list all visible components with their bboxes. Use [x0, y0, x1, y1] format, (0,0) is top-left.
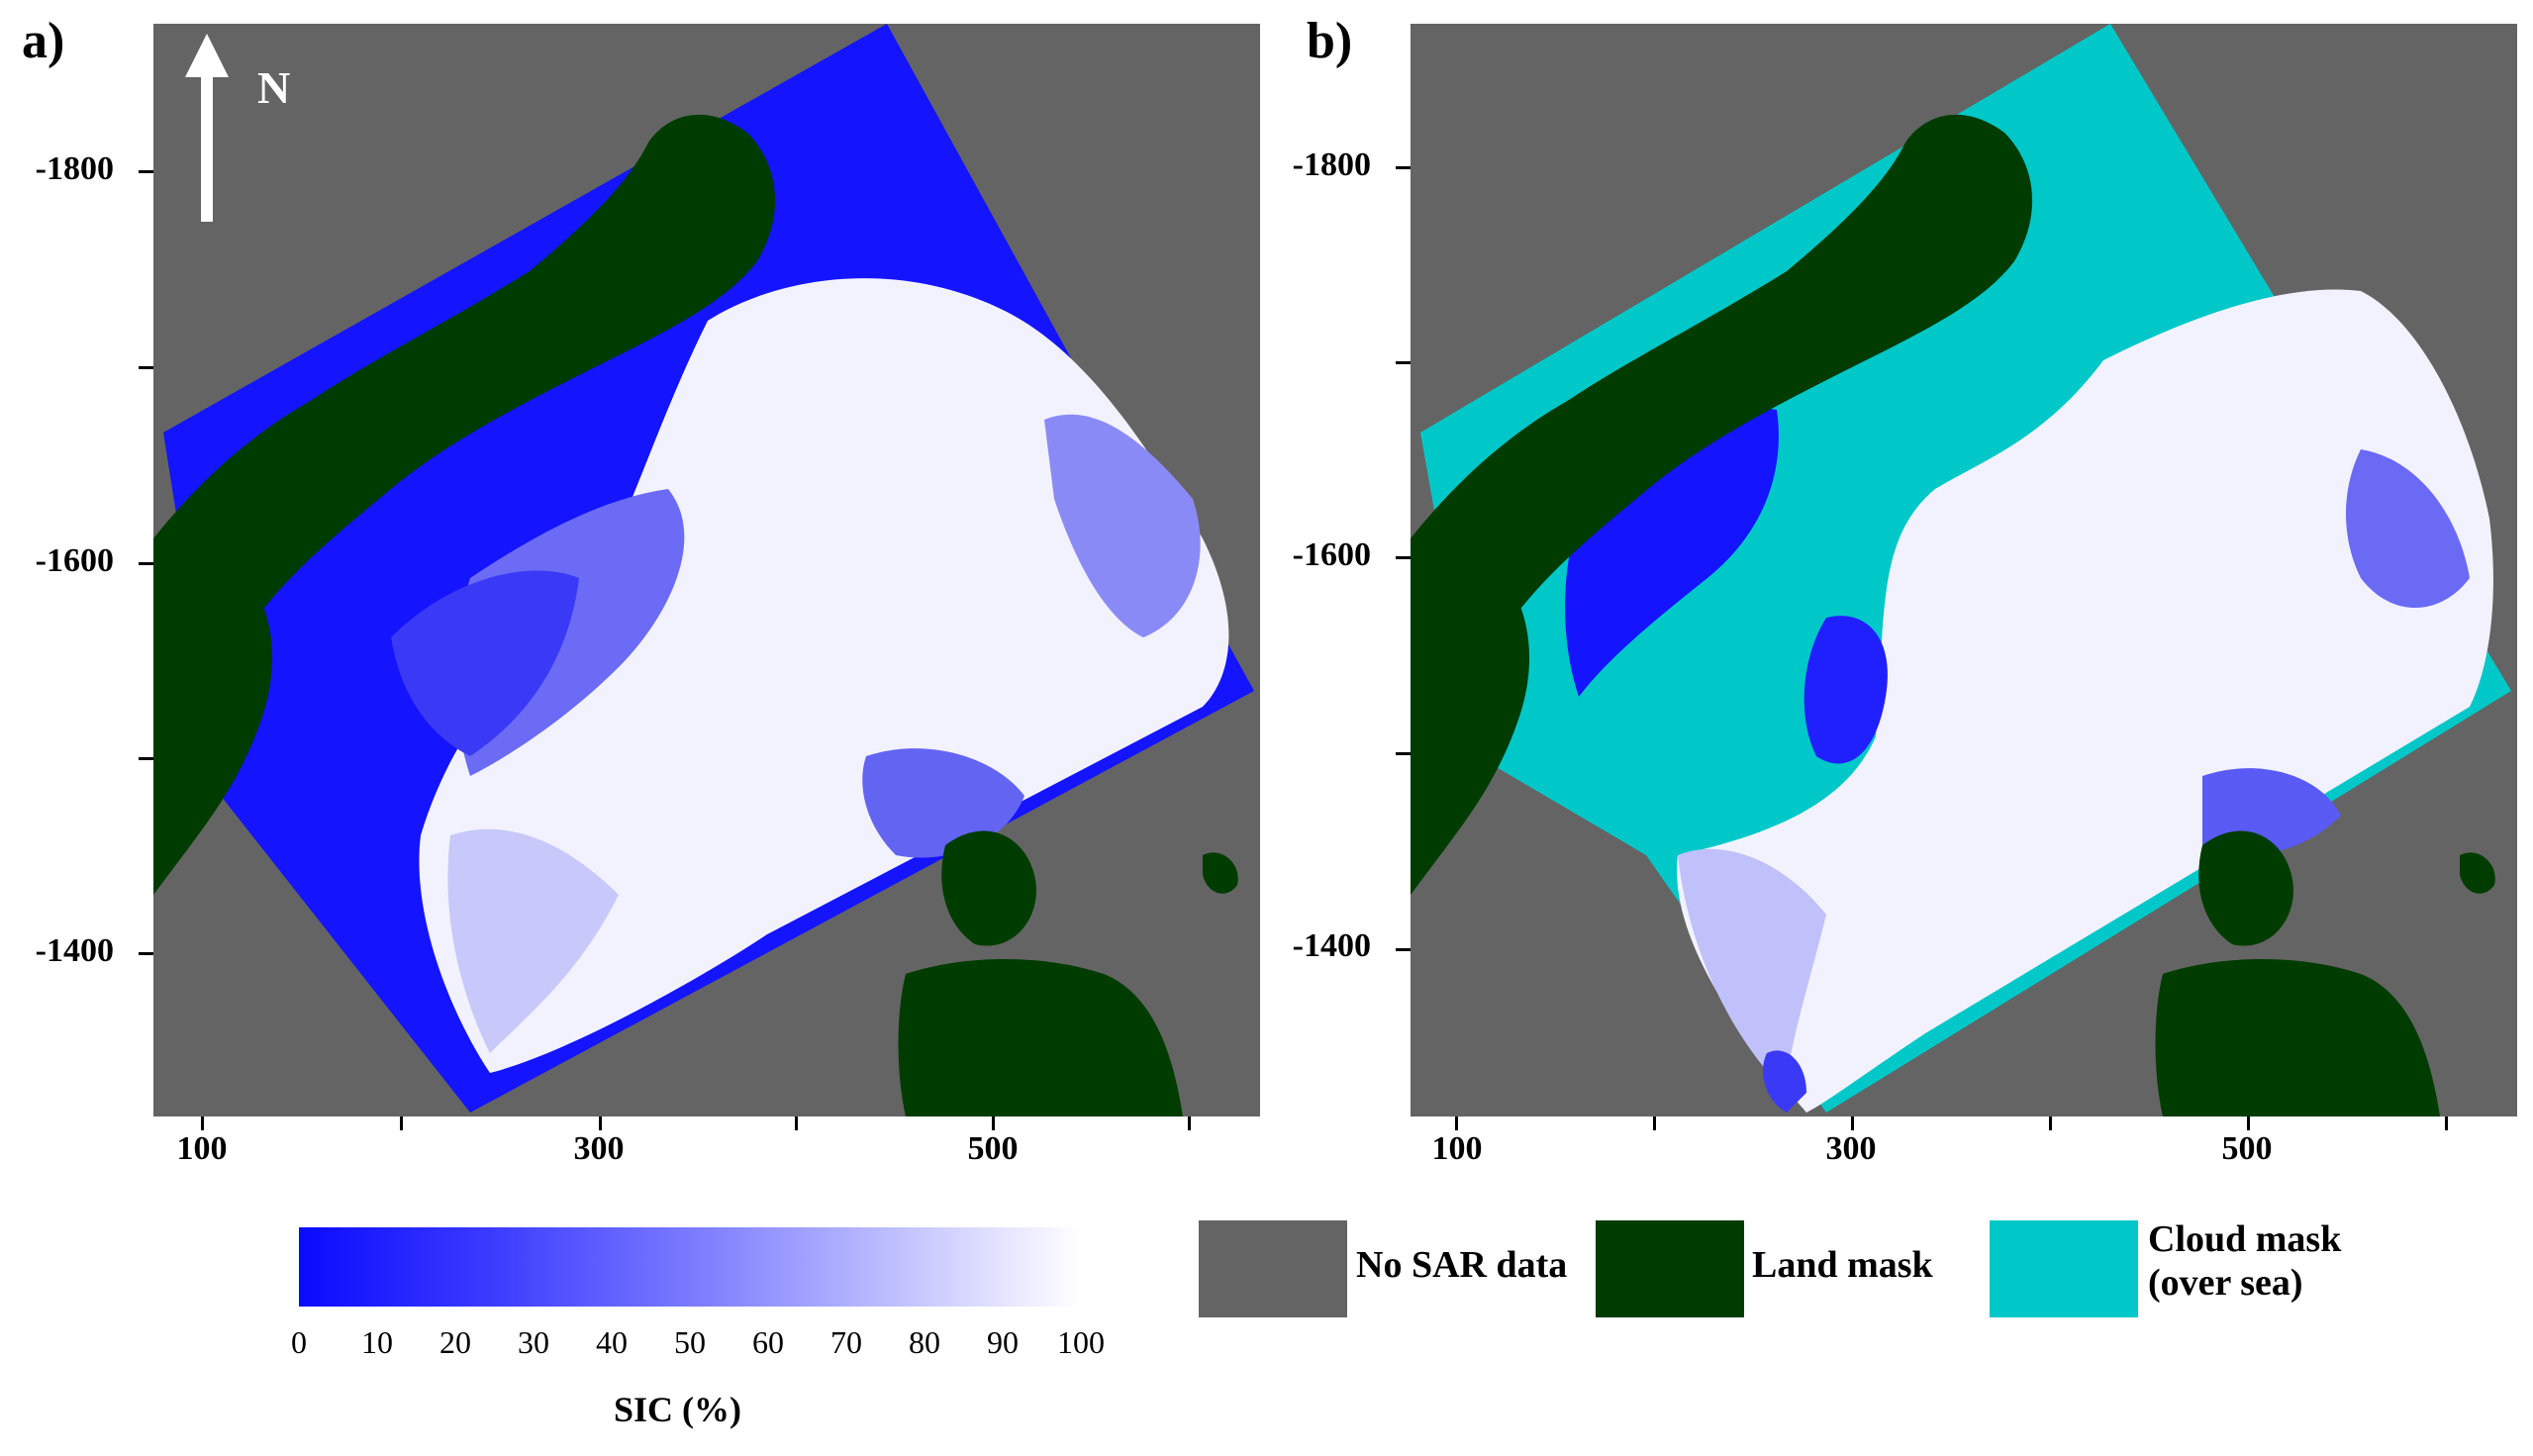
legend-swatch-cloud — [1990, 1220, 2138, 1317]
legend-label-no-data: No SAR data — [1356, 1243, 1567, 1287]
colorbar-tick: 20 — [421, 1324, 490, 1361]
legend-label-cloud-line1: Cloud mask — [2148, 1217, 2341, 1261]
tick-mark — [992, 1116, 995, 1130]
colorbar-tick: 90 — [968, 1324, 1037, 1361]
tick-mark — [201, 1116, 204, 1130]
land-island-southeast — [941, 831, 1036, 946]
colorbar-tick: 0 — [264, 1324, 334, 1361]
panel-a-label: a) — [22, 12, 64, 70]
panel-b-xtick: 300 — [1792, 1130, 1910, 1168]
colorbar-gradient — [299, 1227, 1081, 1307]
land-southeast-large — [2156, 959, 2441, 1116]
tick-mark — [2049, 1116, 2052, 1130]
land-mainland-west — [153, 558, 272, 895]
legend-label-cloud: Cloud mask (over sea) — [2148, 1217, 2341, 1305]
land-southeast-large — [899, 959, 1184, 1116]
tick-mark — [1188, 1116, 1191, 1130]
north-arrow-icon — [185, 34, 229, 77]
tick-mark — [1653, 1116, 1656, 1130]
tick-mark — [795, 1116, 798, 1130]
tick-mark — [1396, 361, 1411, 364]
tick-mark — [400, 1116, 403, 1130]
tick-mark — [139, 366, 153, 369]
colorbar-tick: 60 — [733, 1324, 803, 1361]
tick-mark — [139, 952, 153, 955]
tick-mark — [599, 1116, 602, 1130]
land-small-east — [2460, 852, 2495, 893]
tick-mark — [1455, 1116, 1458, 1130]
tick-mark — [1396, 166, 1411, 169]
tick-mark — [1396, 948, 1411, 951]
land-small-east — [1203, 852, 1238, 893]
panel-b-ytick: -1800 — [1262, 146, 1371, 184]
colorbar-tick: 70 — [812, 1324, 881, 1361]
panel-b-ytick: -1600 — [1262, 536, 1371, 574]
panel-a-xtick: 300 — [539, 1130, 658, 1168]
tick-mark — [139, 757, 153, 760]
panel-b-map — [1411, 24, 2517, 1116]
panel-a-ytick: -1600 — [5, 542, 114, 580]
panel-a-xtick: 500 — [933, 1130, 1052, 1168]
land-mainland-west — [1411, 558, 1529, 895]
panel-b-ytick: -1400 — [1262, 927, 1371, 965]
tick-mark — [1851, 1116, 1854, 1130]
tick-mark — [1396, 752, 1411, 755]
panel-a-map: N — [153, 24, 1260, 1116]
panel-a-xtick: 100 — [143, 1130, 261, 1168]
panel-a-ytick: -1800 — [5, 150, 114, 188]
north-arrow-label: N — [257, 61, 290, 114]
colorbar-tick: 50 — [655, 1324, 725, 1361]
legend-label-cloud-line2: (over sea) — [2148, 1261, 2341, 1305]
colorbar-tick: 30 — [499, 1324, 568, 1361]
colorbar-tick: 80 — [890, 1324, 959, 1361]
tick-mark — [139, 562, 153, 565]
north-arrow-shaft — [201, 63, 213, 222]
tick-mark — [2445, 1116, 2448, 1130]
legend-swatch-no-data — [1199, 1220, 1347, 1317]
tick-mark — [2247, 1116, 2250, 1130]
panel-b-xtick: 500 — [2188, 1130, 2306, 1168]
panel-a-ytick: -1400 — [5, 932, 114, 970]
tick-mark — [1396, 556, 1411, 559]
panel-b-label: b) — [1307, 12, 1352, 70]
colorbar-title: SIC (%) — [614, 1389, 741, 1430]
tick-mark — [139, 170, 153, 173]
colorbar-tick: 40 — [577, 1324, 646, 1361]
legend-swatch-land — [1596, 1220, 1744, 1317]
legend-label-land: Land mask — [1752, 1243, 1933, 1287]
panel-b-xtick: 100 — [1398, 1130, 1516, 1168]
colorbar-tick: 10 — [342, 1324, 412, 1361]
colorbar-tick: 100 — [1046, 1324, 1116, 1361]
